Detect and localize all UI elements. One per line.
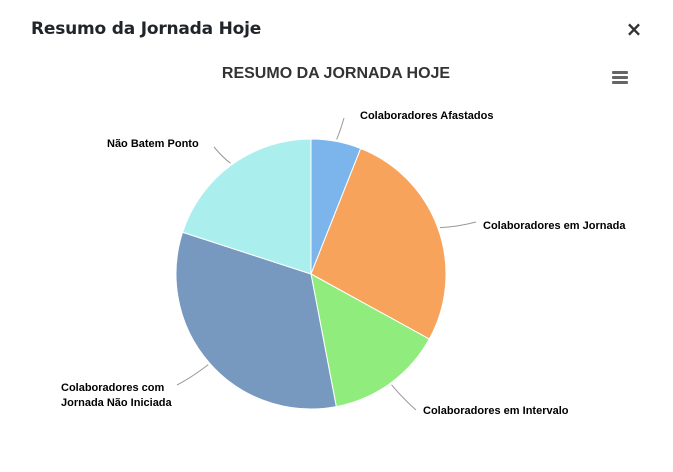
slice-connector bbox=[391, 384, 417, 411]
modal-title: Resumo da Jornada Hoje bbox=[31, 19, 262, 39]
chart-title: RESUMO DA JORNADA HOJE bbox=[222, 65, 451, 82]
pie-slice[interactable] bbox=[181, 138, 312, 275]
hamburger-menu-icon[interactable] bbox=[609, 68, 631, 86]
close-icon[interactable]: × bbox=[623, 18, 645, 40]
pie-slice[interactable] bbox=[175, 231, 337, 410]
pie-slice[interactable] bbox=[310, 147, 447, 340]
slice-connector bbox=[213, 146, 231, 164]
slice-label: Não Batem Ponto bbox=[107, 138, 199, 150]
modal-header: Resumo da Jornada Hoje × bbox=[0, 0, 673, 56]
slice-label: Colaboradores em Intervalo bbox=[423, 405, 569, 417]
slice-connector bbox=[439, 221, 477, 229]
slice-label: Colaboradores Afastados bbox=[360, 110, 493, 122]
slice-connector bbox=[336, 117, 345, 140]
pie-slice[interactable] bbox=[310, 138, 362, 275]
slice-label: Colaboradores com Jornada Não Iniciada bbox=[61, 382, 173, 409]
slice-label: Colaboradores em Jornada bbox=[483, 220, 626, 232]
slice-connector bbox=[176, 364, 209, 386]
pie-slice[interactable] bbox=[310, 273, 430, 408]
